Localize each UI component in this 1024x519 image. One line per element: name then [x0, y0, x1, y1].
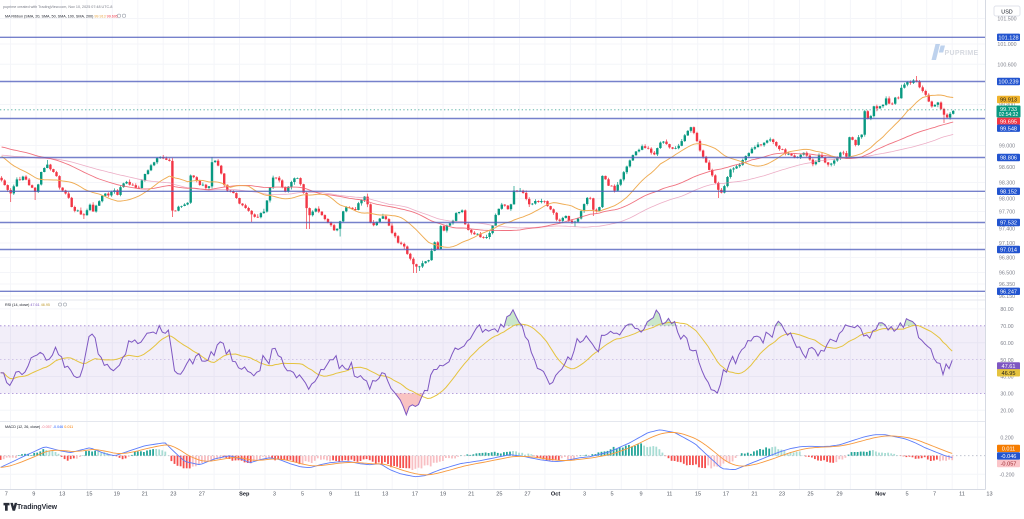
svg-text:25: 25 [807, 492, 813, 498]
svg-text:PUPRIME: PUPRIME [945, 50, 979, 57]
svg-text:-0.046: -0.046 [1001, 454, 1017, 460]
svg-text:-0.200: -0.200 [999, 473, 1014, 479]
svg-text:98.806: 98.806 [1000, 156, 1017, 162]
svg-text:46.95: 46.95 [1002, 371, 1016, 377]
svg-text:7: 7 [933, 492, 936, 498]
svg-text:Oct: Oct [551, 492, 560, 498]
svg-text:MA Ribbon (SMA, 20, SMA, 50, S: MA Ribbon (SMA, 20, SMA, 50, SMA, 100, S… [5, 15, 118, 19]
svg-text:98.000: 98.000 [999, 197, 1015, 203]
svg-text:80.00: 80.00 [1000, 307, 1013, 313]
svg-text:70.00: 70.00 [1000, 324, 1013, 330]
svg-text:11: 11 [667, 492, 673, 498]
svg-text:13: 13 [59, 492, 65, 498]
svg-text:101.500: 101.500 [997, 17, 1016, 23]
svg-text:-0.057: -0.057 [1001, 462, 1017, 468]
svg-text:11: 11 [354, 492, 360, 498]
svg-text:19: 19 [440, 492, 446, 498]
svg-text:19: 19 [114, 492, 120, 498]
svg-text:RSI (14, close) 47.61 46.95: RSI (14, close) 47.61 46.95 [5, 303, 50, 307]
svg-text:5: 5 [301, 492, 304, 498]
svg-text:02:54:32: 02:54:32 [999, 112, 1019, 118]
svg-text:13: 13 [986, 492, 992, 498]
svg-text:13: 13 [382, 492, 388, 498]
svg-text:25: 25 [496, 492, 502, 498]
svg-text:9: 9 [639, 492, 642, 498]
svg-text:7: 7 [5, 492, 8, 498]
svg-text:puprime created with TradingVi: puprime created with TradingView.com, No… [3, 5, 112, 9]
svg-text:15: 15 [86, 492, 92, 498]
svg-text:29: 29 [836, 492, 842, 498]
svg-text:97.400: 97.400 [999, 227, 1015, 233]
svg-text:21: 21 [751, 492, 757, 498]
svg-text:60.00: 60.00 [1000, 341, 1013, 347]
svg-text:0.200: 0.200 [1000, 435, 1013, 441]
svg-text:97.014: 97.014 [1000, 248, 1017, 254]
svg-text:0.011: 0.011 [1002, 447, 1016, 453]
svg-text:99.548: 99.548 [1000, 126, 1017, 132]
svg-text:100.600: 100.600 [997, 63, 1016, 69]
svg-text:97.532: 97.532 [1000, 221, 1017, 227]
svg-text:Nov: Nov [875, 492, 886, 498]
svg-text:27: 27 [524, 492, 530, 498]
svg-text:27: 27 [199, 492, 205, 498]
svg-text:98.300: 98.300 [999, 181, 1015, 187]
svg-text:17: 17 [412, 492, 418, 498]
svg-text:Sep: Sep [239, 492, 250, 498]
svg-text:101.000: 101.000 [997, 42, 1016, 48]
svg-text:20.00: 20.00 [1000, 409, 1013, 415]
svg-text:MACD (12, 26, close) -0.057 -0: MACD (12, 26, close) -0.057 -0.046 0.011 [5, 425, 73, 429]
svg-text:30.00: 30.00 [1000, 392, 1013, 398]
svg-text:11: 11 [959, 492, 965, 498]
svg-text:99.913: 99.913 [1000, 98, 1017, 104]
svg-text:15: 15 [695, 492, 701, 498]
svg-text:3: 3 [273, 492, 276, 498]
svg-text:96.500: 96.500 [999, 271, 1015, 277]
svg-text:3: 3 [583, 492, 586, 498]
svg-text:96.800: 96.800 [999, 256, 1015, 262]
svg-text:21: 21 [142, 492, 148, 498]
svg-text:9: 9 [32, 492, 35, 498]
svg-text:TradingView: TradingView [17, 504, 58, 511]
svg-text:9: 9 [329, 492, 332, 498]
svg-text:23: 23 [170, 492, 176, 498]
svg-text:23: 23 [779, 492, 785, 498]
svg-text:101.128: 101.128 [998, 35, 1018, 41]
svg-text:5: 5 [905, 492, 908, 498]
svg-text:96.350: 96.350 [999, 282, 1015, 288]
svg-text:96.247: 96.247 [1000, 289, 1017, 295]
svg-text:21: 21 [468, 492, 474, 498]
svg-text:99.000: 99.000 [999, 144, 1015, 150]
svg-text:98.152: 98.152 [1000, 189, 1017, 195]
svg-text:98.600: 98.600 [999, 165, 1015, 171]
svg-text:5: 5 [610, 492, 613, 498]
svg-text:USD: USD [1001, 9, 1012, 15]
svg-text:17: 17 [723, 492, 729, 498]
svg-text:97.700: 97.700 [999, 210, 1015, 216]
svg-text:100.239: 100.239 [998, 80, 1018, 86]
